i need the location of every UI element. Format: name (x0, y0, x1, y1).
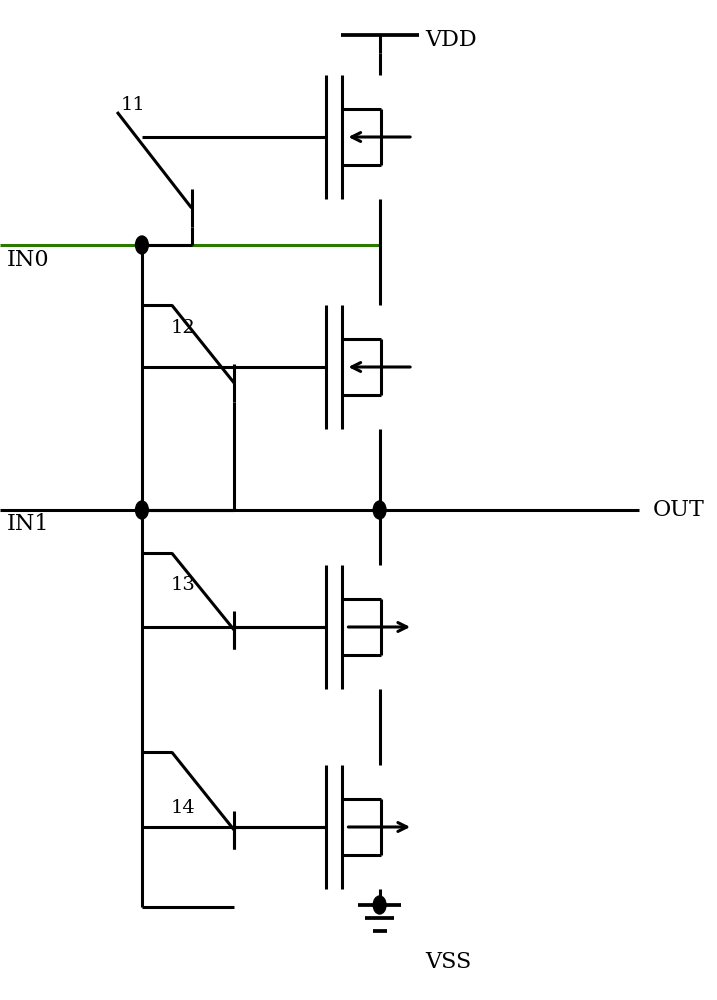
Circle shape (374, 501, 386, 519)
Circle shape (136, 501, 148, 519)
Circle shape (374, 896, 386, 914)
Text: 13: 13 (171, 576, 195, 594)
Text: VSS: VSS (426, 951, 472, 973)
Text: IN0: IN0 (7, 249, 49, 271)
Text: 11: 11 (120, 96, 146, 114)
Text: VDD: VDD (426, 29, 478, 51)
Text: 12: 12 (171, 319, 195, 337)
Circle shape (136, 236, 148, 254)
Text: OUT: OUT (652, 499, 705, 521)
Text: IN1: IN1 (7, 513, 49, 535)
Text: 14: 14 (171, 799, 195, 817)
